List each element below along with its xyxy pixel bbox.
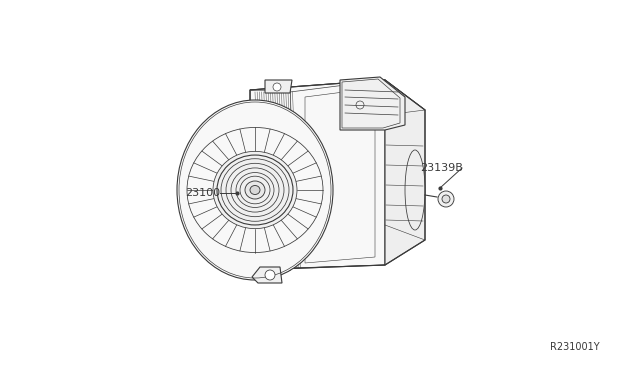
Circle shape [265, 270, 275, 280]
Text: 23100: 23100 [185, 188, 220, 198]
Polygon shape [250, 80, 425, 120]
Ellipse shape [245, 181, 265, 199]
Polygon shape [252, 267, 282, 283]
Circle shape [273, 83, 281, 91]
Polygon shape [340, 77, 405, 130]
Circle shape [438, 191, 454, 207]
Circle shape [442, 195, 450, 203]
Polygon shape [265, 80, 292, 93]
Polygon shape [385, 80, 425, 265]
Text: R231001Y: R231001Y [550, 342, 600, 352]
Polygon shape [250, 90, 290, 270]
Ellipse shape [213, 151, 297, 229]
Text: 23139B: 23139B [420, 163, 463, 173]
Ellipse shape [250, 186, 260, 195]
Polygon shape [250, 80, 385, 270]
Ellipse shape [405, 150, 425, 230]
Ellipse shape [217, 155, 293, 225]
Ellipse shape [177, 100, 333, 280]
